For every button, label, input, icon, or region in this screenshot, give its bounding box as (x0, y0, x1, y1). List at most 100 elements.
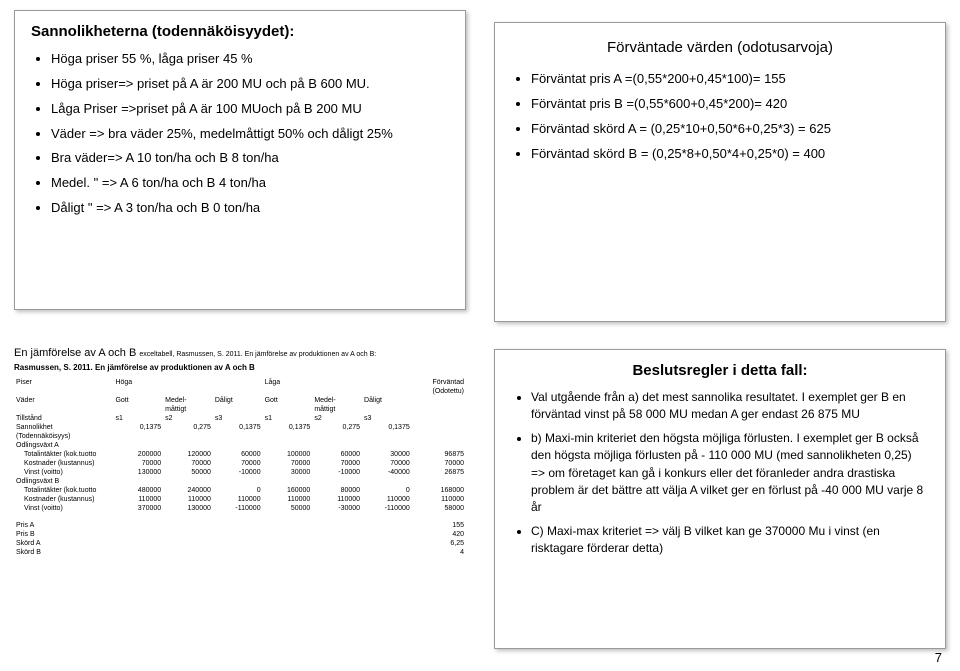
table-row: Vinst (voitto) 130000 50000 -10000 30000… (14, 468, 466, 477)
cell: -110000 (213, 504, 263, 513)
cell: 100000 (263, 450, 313, 459)
tl-item: Höga priser 55 %, låga priser 45 % (51, 50, 449, 69)
cell: 60000 (213, 450, 263, 459)
cell: 130000 (163, 504, 213, 513)
cell: Dåligt (362, 396, 412, 405)
tl-item: Bra väder=> A 10 ton/ha och B 8 ton/ha (51, 149, 449, 168)
cell: 200000 (113, 450, 163, 459)
cell: 130000 (113, 468, 163, 477)
br-item: b) Maxi-min kriteriet den högsta möjliga… (531, 430, 929, 517)
cell: 110000 (163, 495, 213, 504)
cell: 110000 (362, 495, 412, 504)
table-row: (Odotettu) (14, 387, 466, 396)
cell: 0,275 (312, 423, 362, 432)
cell: -40000 (362, 468, 412, 477)
cell: 110000 (263, 495, 313, 504)
br-item: Val utgående från a) det mest sannolika … (531, 389, 929, 424)
cell: -10000 (213, 468, 263, 477)
cell: s2 (312, 414, 362, 423)
cell: 0,1375 (263, 423, 313, 432)
comparison-table: Piser Höga Låga Förväntad (Odotettu) Väd… (14, 378, 466, 557)
frame-tr: Förväntade värden (odotusarvoja) Förvänt… (494, 22, 946, 322)
page: Sannolikheterna (todennäköisyydet): Höga… (0, 0, 960, 671)
cell: Vinst (voitto) (14, 504, 113, 513)
cell: 0 (362, 486, 412, 495)
cell: 0,1375 (213, 423, 263, 432)
cell: Odlingsväxt A (14, 441, 113, 450)
cell: 110000 (412, 495, 466, 504)
cell: 26875 (412, 468, 466, 477)
panel-top-left: Sannolikheterna (todennäköisyydet): Höga… (0, 0, 480, 335)
cell: Totalintäkter (kok.tuotto (14, 486, 113, 495)
tr-item: Förväntad skörd A = (0,25*10+0,50*6+0,25… (531, 120, 929, 139)
panel-top-right: Förväntade värden (odotusarvoja) Förvänt… (480, 0, 960, 335)
cell: 110000 (213, 495, 263, 504)
cell: 58000 (412, 504, 466, 513)
cell: -10000 (312, 468, 362, 477)
tl-title: Sannolikheterna (todennäköisyydet): (31, 23, 449, 40)
cell: Sannolikhet (14, 423, 113, 432)
table-row: Odlingsväxt A (14, 441, 466, 450)
tr-list: Förväntat pris A =(0,55*200+0,45*100)= 1… (511, 70, 929, 163)
cell: 0 (213, 486, 263, 495)
cell: s3 (362, 414, 412, 423)
tl-list: Höga priser 55 %, låga priser 45 % Höga … (31, 50, 449, 218)
table-row: Skörd B 4 (14, 548, 466, 557)
cell: Väder (14, 396, 113, 405)
cell: 6,25 (412, 539, 466, 548)
cell: Höga (113, 378, 163, 387)
cell: 60000 (312, 450, 362, 459)
table-row: Piser Höga Låga Förväntad (14, 378, 466, 387)
cell: 370000 (113, 504, 163, 513)
cell: Piser (14, 378, 113, 387)
table-row: Totalintäkter (kok.tuotto 480000 240000 … (14, 486, 466, 495)
cell: 70000 (312, 459, 362, 468)
cell: Tillstånd (14, 414, 113, 423)
cell: Pris A (14, 521, 113, 530)
cell: 0,275 (163, 423, 213, 432)
cell: 30000 (263, 468, 313, 477)
table-row: Skörd A 6,25 (14, 539, 466, 548)
bl-header-1-left: En jämförelse av A och B (14, 347, 136, 359)
br-list: Val utgående från a) det mest sannolika … (511, 389, 929, 558)
cell: (Todennäköisyys) (14, 432, 113, 441)
cell: s1 (263, 414, 313, 423)
cell: 420 (412, 530, 466, 539)
panel-bottom-right: Beslutsregler i detta fall: Val utgående… (480, 335, 960, 671)
tr-item: Förväntad skörd B = (0,25*8+0,50*4+0,25*… (531, 145, 929, 164)
cell: -110000 (362, 504, 412, 513)
cell: Skörd A (14, 539, 113, 548)
frame-tl: Sannolikheterna (todennäköisyydet): Höga… (14, 10, 466, 310)
table-row: Väder Gott Medel- Dåligt Gott Medel- Dål… (14, 396, 466, 405)
bl-header-1: En jämförelse av A och B exceltabell, Ra… (14, 347, 466, 359)
table-row: Vinst (voitto) 370000 130000 -110000 500… (14, 504, 466, 513)
bl-header-2: Rasmussen, S. 2011. En jämförelse av pro… (14, 363, 466, 372)
cell: 70000 (213, 459, 263, 468)
cell: 70000 (163, 459, 213, 468)
cell: 0,1375 (113, 423, 163, 432)
table-row: Sannolikhet 0,1375 0,275 0,1375 0,1375 0… (14, 423, 466, 432)
cell: Kostnader (kustannus) (14, 459, 113, 468)
cell: 110000 (113, 495, 163, 504)
table-row: Totalintäkter (kok.tuotto 200000 120000 … (14, 450, 466, 459)
cell: 480000 (113, 486, 163, 495)
table-row: Pris A 155 (14, 521, 466, 530)
cell: Förväntad (412, 378, 466, 387)
cell: 240000 (163, 486, 213, 495)
cell: s2 (163, 414, 213, 423)
cell: 70000 (412, 459, 466, 468)
cell: Gott (113, 396, 163, 405)
cell: 30000 (362, 450, 412, 459)
cell: (Odotettu) (412, 387, 466, 396)
cell: måttigt (163, 405, 213, 414)
cell: 155 (412, 521, 466, 530)
cell: 70000 (113, 459, 163, 468)
tr-title: Förväntade värden (odotusarvoja) (511, 39, 929, 56)
table-row: Odlingsväxt B (14, 477, 466, 486)
cell: 70000 (263, 459, 313, 468)
cell: Gott (263, 396, 313, 405)
br-title: Beslutsregler i detta fall: (511, 362, 929, 379)
cell: måttigt (312, 405, 362, 414)
cell: 80000 (312, 486, 362, 495)
cell: 160000 (263, 486, 313, 495)
